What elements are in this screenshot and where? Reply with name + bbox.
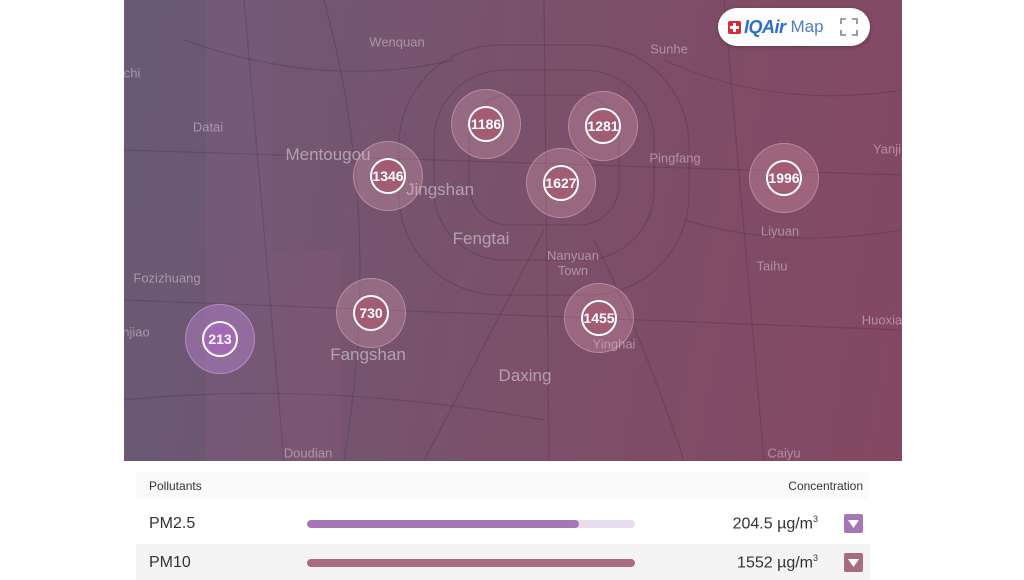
pollutant-name: PM2.5: [149, 515, 196, 532]
aqi-cluster-marker[interactable]: 1996: [749, 143, 819, 213]
concentration-bar-fill: [307, 520, 580, 528]
map-shade-region: [272, 250, 342, 461]
air-quality-map[interactable]: Wenquan Sunhe chi Datai Mentougou Jingsh…: [124, 0, 902, 461]
iqair-map-badge[interactable]: IQAir Map: [718, 8, 870, 46]
cluster-value: 1627: [543, 165, 579, 201]
concentration-bar: [307, 559, 635, 567]
concentration-value: 1552 µg/m3: [737, 553, 818, 572]
cluster-value: 213: [202, 321, 238, 357]
aqi-cluster-marker[interactable]: 730: [336, 278, 406, 348]
iqair-logo: IQAir: [744, 16, 786, 37]
cluster-value: 730: [353, 295, 389, 331]
expand-toggle-button[interactable]: [844, 553, 863, 572]
cluster-halo: [526, 148, 596, 218]
swiss-cross-icon: [728, 20, 741, 34]
cluster-value: 1455: [581, 300, 617, 336]
concentration-value: 204.5 µg/m3: [732, 514, 818, 533]
aqi-cluster-marker[interactable]: 1346: [353, 141, 423, 211]
cluster-value: 1281: [585, 108, 621, 144]
concentration-bar-fill: [307, 559, 635, 567]
pollutants-column-header: Pollutants: [149, 479, 202, 493]
map-shade-region: [206, 0, 272, 461]
aqi-cluster-marker[interactable]: 1281: [568, 91, 638, 161]
map-label: Map: [790, 17, 824, 36]
aqi-cluster-marker[interactable]: 1627: [526, 148, 596, 218]
pollutants-header: Pollutants Concentration: [136, 472, 870, 499]
pollutant-row[interactable]: PM2.5 204.5 µg/m3: [136, 505, 870, 541]
cluster-value: 1346: [370, 158, 406, 194]
aqi-cluster-marker[interactable]: 1186: [451, 89, 521, 159]
pollutant-name: PM10: [149, 554, 191, 571]
expand-toggle-button[interactable]: [844, 514, 863, 533]
chevron-down-icon: [848, 519, 859, 528]
concentration-bar: [307, 520, 635, 528]
aqi-cluster-marker[interactable]: 1455: [564, 283, 634, 353]
road-network: [124, 0, 902, 461]
cluster-value: 1186: [468, 106, 504, 142]
aqi-cluster-marker[interactable]: 213: [185, 304, 255, 374]
fullscreen-icon[interactable]: [840, 18, 858, 36]
chevron-down-icon: [848, 558, 859, 567]
concentration-column-header: Concentration: [788, 479, 863, 493]
pollutant-row[interactable]: PM10 1552 µg/m3: [136, 544, 870, 580]
map-shade-region: [124, 0, 206, 461]
pollutants-panel: Pollutants Concentration PM2.5 204.5 µg/…: [136, 472, 870, 580]
cluster-value: 1996: [766, 160, 802, 196]
